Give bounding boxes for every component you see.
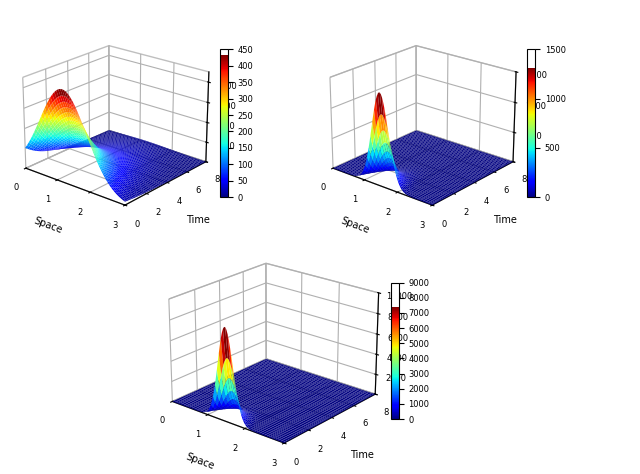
X-axis label: Space: Space: [32, 216, 63, 236]
X-axis label: Space: Space: [184, 451, 216, 471]
Y-axis label: Time: Time: [350, 450, 374, 460]
Y-axis label: Time: Time: [493, 215, 516, 225]
X-axis label: Space: Space: [339, 216, 371, 236]
Y-axis label: Time: Time: [186, 215, 209, 225]
